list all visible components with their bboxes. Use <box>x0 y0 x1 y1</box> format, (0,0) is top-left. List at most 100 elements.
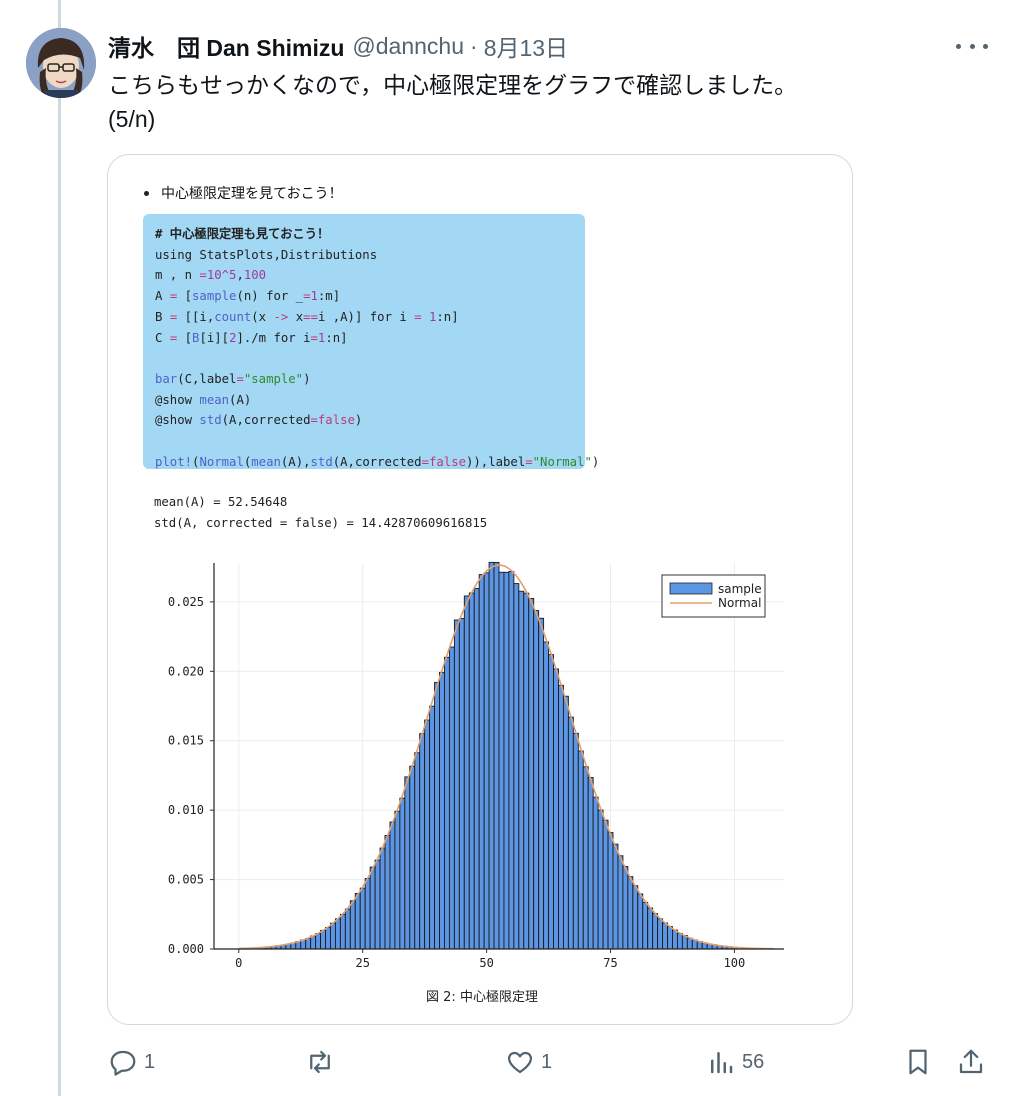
histogram-bar <box>676 932 683 950</box>
histogram-bar <box>349 900 356 950</box>
share-icon <box>959 1049 983 1074</box>
histogram-bar <box>582 766 589 950</box>
histogram-bar <box>414 752 421 950</box>
legend-sample-swatch <box>669 582 713 595</box>
histogram-bar <box>384 835 391 950</box>
histogram-bar <box>632 885 639 950</box>
histogram-bar <box>523 592 530 950</box>
histogram-bar <box>508 571 515 950</box>
histogram-bar <box>305 937 312 950</box>
histogram-bar <box>538 617 545 950</box>
histogram-bar <box>518 590 525 950</box>
histogram-bar <box>399 797 406 950</box>
like-button[interactable]: 1 <box>505 1040 552 1084</box>
y-tick-label: 0.025 <box>168 595 204 609</box>
histogram-chart: 0.000 0.005 0.010 0.015 0.020 0.025 0 25 50 75 100… <box>168 561 784 1005</box>
code-line: using StatsPlots,Distributions <box>155 247 378 262</box>
histogram-bar <box>612 843 619 950</box>
code-line: @show std(A,corrected=false) <box>155 413 363 428</box>
histogram-bar <box>473 588 480 950</box>
histogram-bar <box>448 646 455 950</box>
notebook-bullet: 中心極限定理を見ておこう！ <box>144 183 343 203</box>
histogram-bar <box>543 641 550 950</box>
histogram-bar <box>419 733 426 950</box>
histogram-bar <box>478 574 485 950</box>
chart-axes <box>213 563 784 950</box>
histogram-bar <box>567 716 574 950</box>
views-button[interactable]: 56 <box>706 1040 764 1084</box>
histogram-bar <box>320 929 326 950</box>
histogram-bar <box>533 610 540 950</box>
histogram-bar <box>379 847 386 950</box>
histogram-bar <box>439 671 445 950</box>
legend-normal-label: Normal <box>718 596 761 610</box>
histogram-bar <box>325 927 331 950</box>
histogram-bar <box>364 878 371 950</box>
histogram-bar <box>562 695 569 950</box>
code-cell: # 中心極限定理も見ておこう！ using StatsPlots,Distrib… <box>143 214 599 469</box>
media-attachment[interactable]: 中心極限定理を見ておこう！ # 中心極限定理も見ておこう！ using Stat… <box>107 154 853 1025</box>
histogram-bar <box>359 887 366 950</box>
avatar-illustration <box>26 28 96 98</box>
histogram-bar <box>339 913 346 950</box>
reply-button[interactable]: 1 <box>108 1040 155 1084</box>
code-line: B = [[i,count(x -> x==i ,A)] for i = 1:n… <box>155 309 459 324</box>
tweet-date[interactable]: 8月13日 <box>483 35 569 61</box>
retweet-icon <box>310 1050 330 1074</box>
tweet-text-line: こちらもせっかくなので，中心極限定理をグラフで確認しました。 <box>108 72 798 98</box>
code-line: A = [sample(n) for _=1:m] <box>155 289 341 304</box>
y-tick-label: 0.020 <box>168 664 204 678</box>
histogram-bar <box>354 893 361 950</box>
histogram-bar <box>330 922 336 950</box>
legend-box <box>661 574 766 618</box>
bookmark-icon <box>909 1049 927 1075</box>
x-tick-label: 75 <box>603 956 617 970</box>
histogram-bar <box>686 937 693 950</box>
code-line: m , n =10^5,100 <box>155 268 267 283</box>
retweet-button[interactable] <box>305 1040 341 1084</box>
author-handle[interactable]: @dannchu <box>352 32 465 59</box>
histogram-bar <box>344 908 351 950</box>
legend-sample-label: sample <box>718 582 762 596</box>
histogram-bar <box>315 933 322 950</box>
y-tick-label: 0.015 <box>168 734 204 748</box>
chart-bars <box>240 561 738 950</box>
histogram-bar <box>369 866 376 950</box>
histogram-bar <box>483 572 490 950</box>
output-line: mean(A) = 52.54648 <box>154 495 288 509</box>
histogram-bar <box>602 819 609 950</box>
histogram-bar <box>647 907 654 950</box>
chart-legend: sample Normal <box>661 574 766 618</box>
avatar[interactable] <box>26 28 96 98</box>
histogram-bar <box>572 732 579 950</box>
code-line <box>155 431 573 452</box>
histogram-bar <box>553 668 559 950</box>
histogram-bar <box>394 810 401 950</box>
histogram-bar <box>607 832 614 950</box>
histogram-bar <box>672 929 678 950</box>
output-line: std(A, corrected = false) = 14.428706096… <box>154 516 488 530</box>
code-line: plot!(Normal(mean(A),std(A,corrected=fal… <box>155 454 600 469</box>
more-icon[interactable] <box>956 36 988 56</box>
histogram-bar <box>642 901 649 950</box>
histogram-bar <box>548 654 554 950</box>
normal-curve-line <box>238 564 775 950</box>
histogram-bar <box>558 684 564 950</box>
histogram-bar <box>592 796 599 950</box>
histogram-bar <box>528 598 535 950</box>
bookmark-button[interactable] <box>903 1040 933 1084</box>
bullet-text: 中心極限定理を見ておこう！ <box>161 186 343 202</box>
histogram-bar <box>468 592 475 950</box>
reply-count: 1 <box>144 1050 156 1073</box>
author-name[interactable]: 清水 団 Dan Shimizu <box>108 35 345 61</box>
views-count: 56 <box>742 1050 765 1073</box>
like-count: 1 <box>541 1050 553 1073</box>
x-tick-label: 0 <box>235 956 242 970</box>
histogram-bar <box>627 876 634 950</box>
share-button[interactable] <box>956 1040 986 1084</box>
histogram-bar <box>652 913 659 950</box>
tweet-text-line: (5/n) <box>108 106 156 132</box>
histogram-bar <box>389 821 396 950</box>
y-tick-label: 0.005 <box>168 873 204 887</box>
chart-ticks: 0.000 0.005 0.010 0.015 0.020 0.025 0 25 50 75 100 <box>168 595 745 970</box>
